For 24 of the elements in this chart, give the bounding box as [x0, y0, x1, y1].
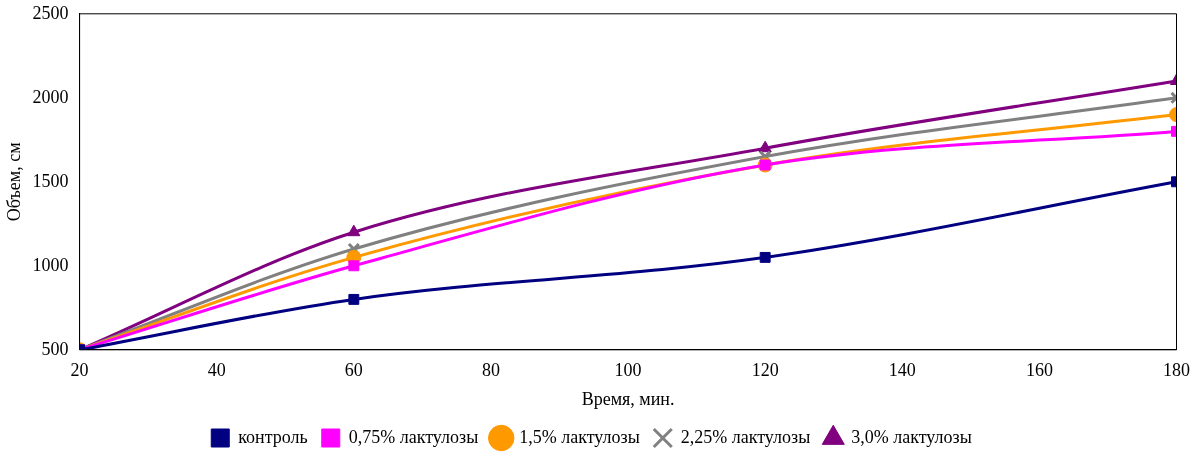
legend-label: 1,5% лактулозы: [519, 426, 640, 447]
x-tick-label: 60: [344, 360, 363, 381]
y-tick-label: 1000: [32, 254, 69, 275]
x-tick-label: 120: [751, 360, 779, 381]
x-tick-label: 140: [888, 360, 916, 381]
x-tick-label: 80: [481, 360, 500, 381]
legend-label: контроль: [238, 426, 308, 447]
y-tick-label: 1500: [32, 170, 69, 191]
x-tick-label: 100: [614, 360, 642, 381]
x-tick-label: 20: [70, 360, 89, 381]
legend-label: 2,25% лактулозы: [680, 426, 811, 447]
y-axis-title: Объем, см: [3, 142, 24, 222]
y-tick-label: 2500: [32, 2, 69, 23]
point: [758, 140, 772, 153]
x-axis-title: Время, мин.: [581, 388, 675, 409]
x-tick-label: 40: [207, 360, 226, 381]
point: [347, 224, 361, 237]
y-tick-label: 500: [41, 338, 69, 359]
point: [348, 260, 360, 272]
legend-label: 0,75% лактулозы: [348, 426, 479, 447]
x-tick-label: 180: [1163, 360, 1190, 381]
legend-label: 3,0% лактулозы: [851, 426, 972, 447]
x-tick-label: 160: [1025, 360, 1053, 381]
y-tick-label: 2000: [32, 86, 69, 107]
